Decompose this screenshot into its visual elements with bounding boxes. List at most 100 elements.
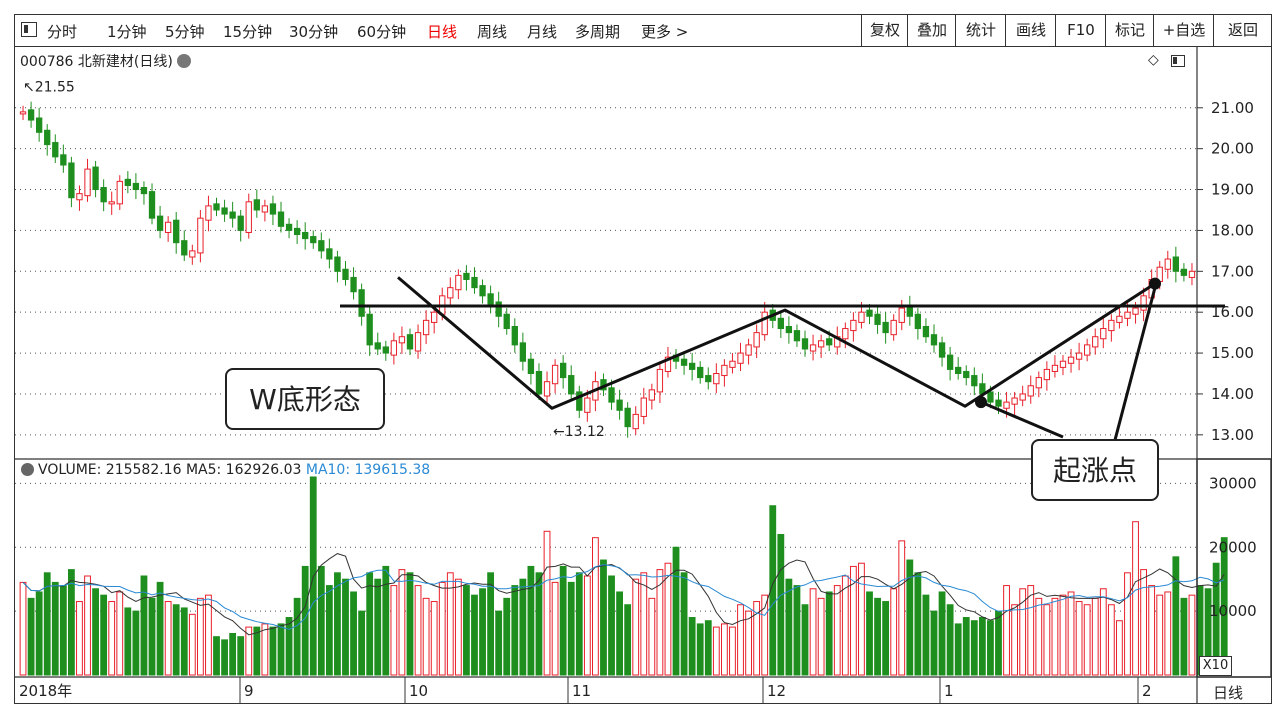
volume-bar [624, 604, 632, 676]
price-tick-label: 16.00 [1211, 303, 1254, 321]
tab-monthly[interactable]: 月线 [527, 23, 558, 41]
back-button[interactable]: 返回 [1213, 15, 1272, 46]
volume-bar [188, 613, 196, 676]
volume-bar [930, 610, 938, 676]
candle-body [809, 344, 817, 352]
diamond-icon[interactable]: ◇ [1148, 52, 1159, 68]
candle-body [261, 205, 269, 213]
volume-bar [317, 565, 325, 676]
tab-daily[interactable]: 日线 [427, 23, 458, 41]
volume-bar [1156, 594, 1164, 676]
candle-body [721, 364, 728, 377]
title-dropdown-icon[interactable] [176, 54, 191, 68]
volume-bar [656, 569, 664, 676]
candle-body [1051, 364, 1059, 372]
candle-body [334, 256, 341, 272]
volume-menu-icon[interactable] [21, 463, 34, 476]
candle-body [76, 193, 83, 201]
candle-body [1067, 356, 1075, 364]
price-tick-label: 18.00 [1211, 221, 1254, 239]
add-watchlist-button[interactable]: +自选 [1153, 15, 1214, 46]
candle-body [148, 191, 156, 219]
f10-button[interactable]: F10 [1055, 15, 1106, 46]
candle-body [842, 328, 849, 340]
volume-tick-label: 10000 [1209, 602, 1257, 620]
volume-bar [1124, 572, 1131, 676]
panel-toggle-icon[interactable] [21, 22, 37, 37]
volume-bar [640, 572, 648, 676]
volume-bar [1140, 569, 1148, 676]
tab-intraday[interactable]: 分时 [47, 23, 78, 41]
candle-body [164, 221, 172, 233]
tab-15min[interactable]: 15分钟 [223, 23, 273, 41]
draw-line-button[interactable]: 画线 [1005, 15, 1056, 46]
volume-bar [221, 639, 228, 676]
volume-bar [180, 607, 188, 676]
tab-weekly[interactable]: 周线 [477, 23, 508, 41]
candle-body [874, 313, 881, 325]
volume-bar [487, 572, 495, 676]
tab-60min[interactable]: 60分钟 [357, 23, 407, 41]
price-tick-label: 20.00 [1211, 140, 1254, 158]
period-label: 日线 [1213, 684, 1244, 702]
candle-body [1043, 368, 1051, 381]
candle-body [624, 407, 631, 428]
candle-body [858, 311, 865, 323]
overlay-button[interactable]: 叠加 [907, 15, 956, 46]
volume-bar [269, 626, 277, 676]
candle-body [27, 109, 35, 121]
candle-body [922, 325, 930, 338]
candle-body [285, 223, 293, 231]
tab-more[interactable]: 更多 > [641, 23, 689, 41]
candle-body [414, 332, 422, 352]
candle-body [366, 313, 373, 346]
volume-bar [600, 559, 607, 676]
volume-bar [1059, 594, 1067, 676]
tab-5min[interactable]: 5分钟 [165, 23, 205, 41]
candle-body [1003, 401, 1010, 409]
layout-icon[interactable] [1171, 55, 1185, 67]
candle-body [487, 293, 494, 305]
volume-bar [156, 581, 164, 676]
candle-body [987, 391, 994, 403]
candle-body [906, 305, 913, 317]
candle-body [92, 166, 99, 191]
candle-body [656, 368, 664, 393]
candle-body [44, 129, 51, 146]
volume-bar [382, 565, 390, 676]
volume-bar [543, 530, 551, 676]
candle-body [358, 289, 365, 317]
volume-bar [922, 594, 930, 676]
statistics-button[interactable]: 统计 [955, 15, 1006, 46]
adjust-rights-button[interactable]: 复权 [861, 15, 908, 46]
volume-bar [196, 597, 204, 676]
volume-bar [769, 505, 777, 676]
volume-bar [583, 575, 591, 676]
candle-body [205, 205, 212, 221]
candle-body [946, 354, 954, 370]
volume-bar [737, 604, 744, 676]
candle-body [697, 366, 704, 379]
candle-body [318, 240, 325, 252]
volume-bar [874, 597, 881, 676]
volume-bar [1019, 588, 1027, 676]
volume-bar [366, 572, 374, 676]
volume-bar [229, 632, 237, 676]
candle-body [19, 111, 27, 115]
volume-bar [761, 594, 769, 676]
candle-body [471, 276, 478, 289]
candle-body [1035, 377, 1042, 389]
candles-layer [19, 101, 1196, 438]
volume-bar [890, 588, 898, 676]
volume-bar [342, 578, 349, 676]
price-tick-label: 13.00 [1211, 426, 1254, 444]
tab-multi-period[interactable]: 多周期 [575, 23, 621, 41]
tab-1min[interactable]: 1分钟 [107, 23, 147, 41]
volume-bar [358, 610, 366, 676]
mark-button[interactable]: 标记 [1105, 15, 1154, 46]
tab-30min[interactable]: 30分钟 [289, 23, 339, 41]
candle-body [584, 397, 591, 413]
candle-body [310, 236, 317, 244]
candle-body [229, 211, 236, 219]
candle-body [850, 319, 857, 332]
